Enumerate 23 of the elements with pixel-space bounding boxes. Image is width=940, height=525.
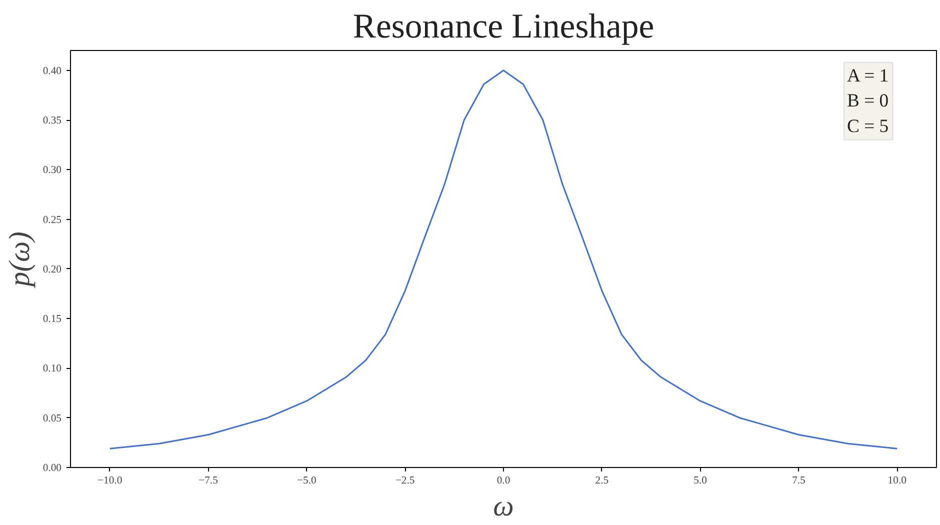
x-tick-label: −2.5 — [395, 476, 415, 486]
x-tick-label: 0.0 — [496, 476, 510, 486]
line-series — [109, 70, 898, 450]
x-tick-label: 10.0 — [888, 476, 906, 486]
x-tick-label: −10.0 — [98, 476, 122, 486]
x-tick-label: 7.5 — [792, 476, 806, 486]
chart-title: Resonance Lineshape — [352, 8, 654, 46]
y-axis-title: p(ω) — [4, 232, 36, 288]
x-tick-label: 5.0 — [694, 476, 707, 486]
y-tick-label: 0.25 — [42, 214, 62, 226]
x-tick-label: −7.5 — [198, 476, 218, 486]
y-tick-label: 0.15 — [42, 314, 62, 326]
annotation: A = 1 B = 0 C = 5 — [846, 65, 889, 137]
y-tick-label: 0.20 — [42, 264, 62, 276]
y-tick-label: 0.35 — [42, 116, 62, 126]
x-tick-label: −5.0 — [297, 476, 316, 486]
y-tick-label: 0.00 — [42, 463, 62, 474]
x-axis-title: ω — [493, 490, 514, 522]
y-tick-label: 0.10 — [42, 364, 62, 375]
y-tick-label: 0.40 — [42, 66, 62, 77]
x-tick-label: 2.5 — [595, 476, 609, 486]
y-tick-label: 0.05 — [42, 413, 62, 424]
y-tick-label: 0.30 — [42, 165, 62, 176]
